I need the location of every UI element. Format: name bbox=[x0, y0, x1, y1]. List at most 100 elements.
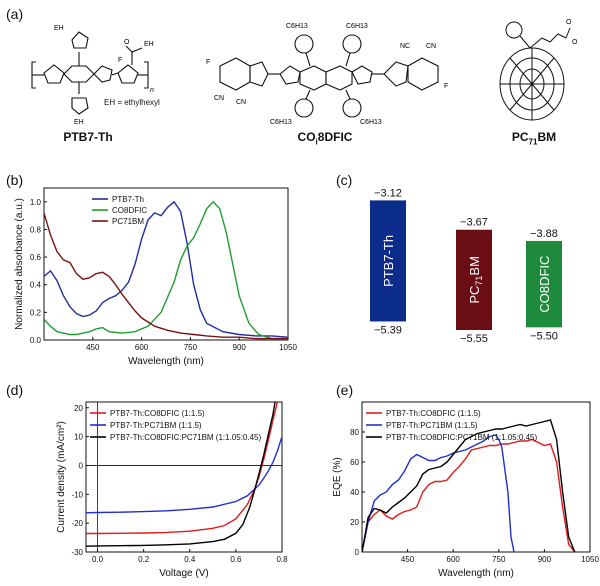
series-line-1 bbox=[86, 436, 282, 514]
ptb7-sub-eh-ester: EH bbox=[144, 41, 154, 48]
x-axis-title: Wavelength (nm) bbox=[438, 568, 514, 579]
y-tick-label: -30 bbox=[71, 548, 83, 557]
y-tick-label: 10 bbox=[74, 433, 83, 442]
structure-pc71bm: O O bbox=[499, 19, 578, 121]
ptb7-name: PTB7-Th bbox=[63, 130, 113, 144]
x-tick-label: 1050 bbox=[581, 555, 599, 564]
ptb7-sub-o: O bbox=[124, 39, 130, 46]
legend-label-2: PC71BM bbox=[112, 217, 144, 226]
co8-sub-c6h13-2: C6H13 bbox=[346, 23, 368, 30]
x-tick-label: 0.2 bbox=[138, 555, 150, 564]
energy-bar-1 bbox=[456, 229, 492, 330]
bar-name-2: CO8DFIC bbox=[537, 256, 552, 313]
legend-label-1: CO8DFIC bbox=[112, 206, 147, 215]
series-line-2 bbox=[86, 402, 276, 547]
x-axis-title: Wavelength (nm) bbox=[128, 356, 204, 367]
y-axis-title: Normalized absorbance (a.u.) bbox=[14, 198, 25, 330]
legend-label-1: PTB7-Th:PC71BM (1:1.5) bbox=[386, 421, 478, 430]
series-line-2 bbox=[362, 419, 576, 552]
co8dfic-name-rest: 8DFIC bbox=[317, 130, 353, 144]
y-tick-label: 80 bbox=[350, 428, 359, 437]
co8-sub-cn-1: CN bbox=[214, 95, 224, 102]
x-tick-label: 900 bbox=[538, 555, 552, 564]
bar-name-main-2: CO8DFIC bbox=[537, 256, 552, 313]
panel-label-d: (d) bbox=[6, 382, 24, 398]
plot-frame bbox=[361, 401, 591, 553]
x-tick-label: 600 bbox=[447, 555, 461, 564]
x-tick-label: 450 bbox=[86, 343, 100, 352]
series-line-0 bbox=[86, 402, 279, 535]
y-tick-label: 0.6 bbox=[30, 253, 42, 262]
structure-co8dfic: C6H13 C6H13 C6H13 C6H13 F F CN CN NC CN bbox=[206, 23, 448, 126]
series-line-1 bbox=[44, 200, 288, 340]
absorbance-chart: 450 600 750 900 1050 0.0 0.2 0.4 0.6 0.8 1.0 Wavele… bbox=[14, 187, 297, 367]
co8-sub-c6h13-4: C6H13 bbox=[360, 119, 382, 126]
bar-name-main-1: PC bbox=[467, 286, 482, 304]
x-tick-label: 1050 bbox=[279, 343, 297, 352]
co8-sub-c6h13-1: C6H13 bbox=[286, 23, 308, 30]
x-tick-label: 0.8 bbox=[276, 555, 288, 564]
co8-sub-f-left: F bbox=[206, 59, 210, 66]
x-tick-label: 0.4 bbox=[184, 555, 196, 564]
homo-label-2: −5.50 bbox=[530, 330, 558, 342]
plot-frame bbox=[85, 401, 283, 553]
ptb7-sub-n: n bbox=[150, 87, 154, 94]
x-tick-label: 0.0 bbox=[92, 555, 104, 564]
bar-name-main-0: PTB7-Th bbox=[381, 235, 396, 287]
co8dfic-name-main: CO bbox=[297, 130, 316, 144]
energy-bar-0 bbox=[370, 200, 406, 322]
jv-chart: 0.0 0.2 0.4 0.6 0.8 -30 -20 -10 0 10 20 Voltage (V)… bbox=[56, 401, 288, 579]
structure-ptb7th: EH EH O EH F n bbox=[31, 25, 154, 126]
homo-label-1: −5.55 bbox=[460, 333, 488, 345]
series-line-0 bbox=[362, 438, 576, 552]
panel-label-a: (a) bbox=[6, 6, 24, 22]
co8-sub-c6h13-3: C6H13 bbox=[270, 119, 292, 126]
legend-label-0: PTB7-Th:CO8DFIC (1:1.5) bbox=[386, 409, 481, 418]
bar-name-tail-1: BM bbox=[467, 256, 482, 276]
panel-label-e: (e) bbox=[336, 382, 354, 398]
pc71bm-name-rest: BM bbox=[537, 130, 557, 144]
co8-sub-f-right: F bbox=[444, 83, 448, 90]
y-tick-label: 20 bbox=[350, 518, 359, 527]
eqe-chart: 450 600 750 900 1050 0 20 40 60 80 Wavelength (nm)… bbox=[332, 401, 599, 579]
bar-name-0: PTB7-Th bbox=[381, 235, 396, 287]
co8-sub-nc: NC bbox=[400, 43, 410, 50]
x-tick-label: 600 bbox=[135, 343, 149, 352]
pcbm-sub-o2: O bbox=[572, 39, 578, 46]
pcbm-sub-o1: O bbox=[566, 19, 572, 26]
y-tick-label: -10 bbox=[71, 490, 83, 499]
pc71bm-name-sub: 71 bbox=[528, 137, 538, 147]
y-tick-label: 20 bbox=[74, 404, 83, 413]
bar-name-1: PC71BM bbox=[467, 256, 484, 304]
series-line-1 bbox=[362, 434, 515, 552]
x-tick-label: 450 bbox=[401, 555, 415, 564]
ptb7-sub-f: F bbox=[118, 57, 122, 64]
legend-label-2: PTB7-Th:CO8DFIC:PC71BM (1:1.05:0.45) bbox=[386, 433, 538, 442]
x-tick-label: 750 bbox=[492, 555, 506, 564]
series-line-0 bbox=[44, 200, 288, 338]
x-tick-label: 750 bbox=[184, 343, 198, 352]
series-line-2 bbox=[44, 212, 288, 340]
homo-label-0: −5.39 bbox=[374, 324, 402, 336]
x-tick-label: 0.6 bbox=[230, 555, 242, 564]
y-tick-label: 60 bbox=[350, 458, 359, 467]
y-axis-title: Current density (mA/cm²) bbox=[56, 421, 67, 533]
x-axis-title: Voltage (V) bbox=[159, 568, 208, 579]
y-tick-label: 0.4 bbox=[30, 281, 42, 290]
ptb7-note: EH = ethylhexyl bbox=[104, 98, 160, 107]
pc71bm-name-main: PC bbox=[511, 130, 529, 144]
y-tick-label: 40 bbox=[350, 488, 359, 497]
ptb7-sub-eh-bottom: EH bbox=[74, 119, 84, 126]
legend-label-1: PTB7-Th:PC71BM (1:1.5) bbox=[110, 421, 202, 430]
y-tick-label: 0 bbox=[79, 461, 84, 470]
panel-label-b: (b) bbox=[6, 172, 24, 188]
legend-label-0: PTB7-Th:CO8DFIC (1:1.5) bbox=[110, 409, 205, 418]
x-tick-label: 900 bbox=[233, 343, 247, 352]
plot-frame bbox=[43, 187, 289, 341]
y-tick-label: 0.8 bbox=[30, 225, 42, 234]
co8dfic-name-sub: i bbox=[315, 137, 318, 147]
pc71bm-name: PC71BM bbox=[494, 130, 574, 146]
y-tick-label: 0.2 bbox=[30, 308, 42, 317]
panel-label-c: (c) bbox=[336, 172, 353, 188]
ptb7-sub-eh-top: EH bbox=[54, 25, 64, 32]
